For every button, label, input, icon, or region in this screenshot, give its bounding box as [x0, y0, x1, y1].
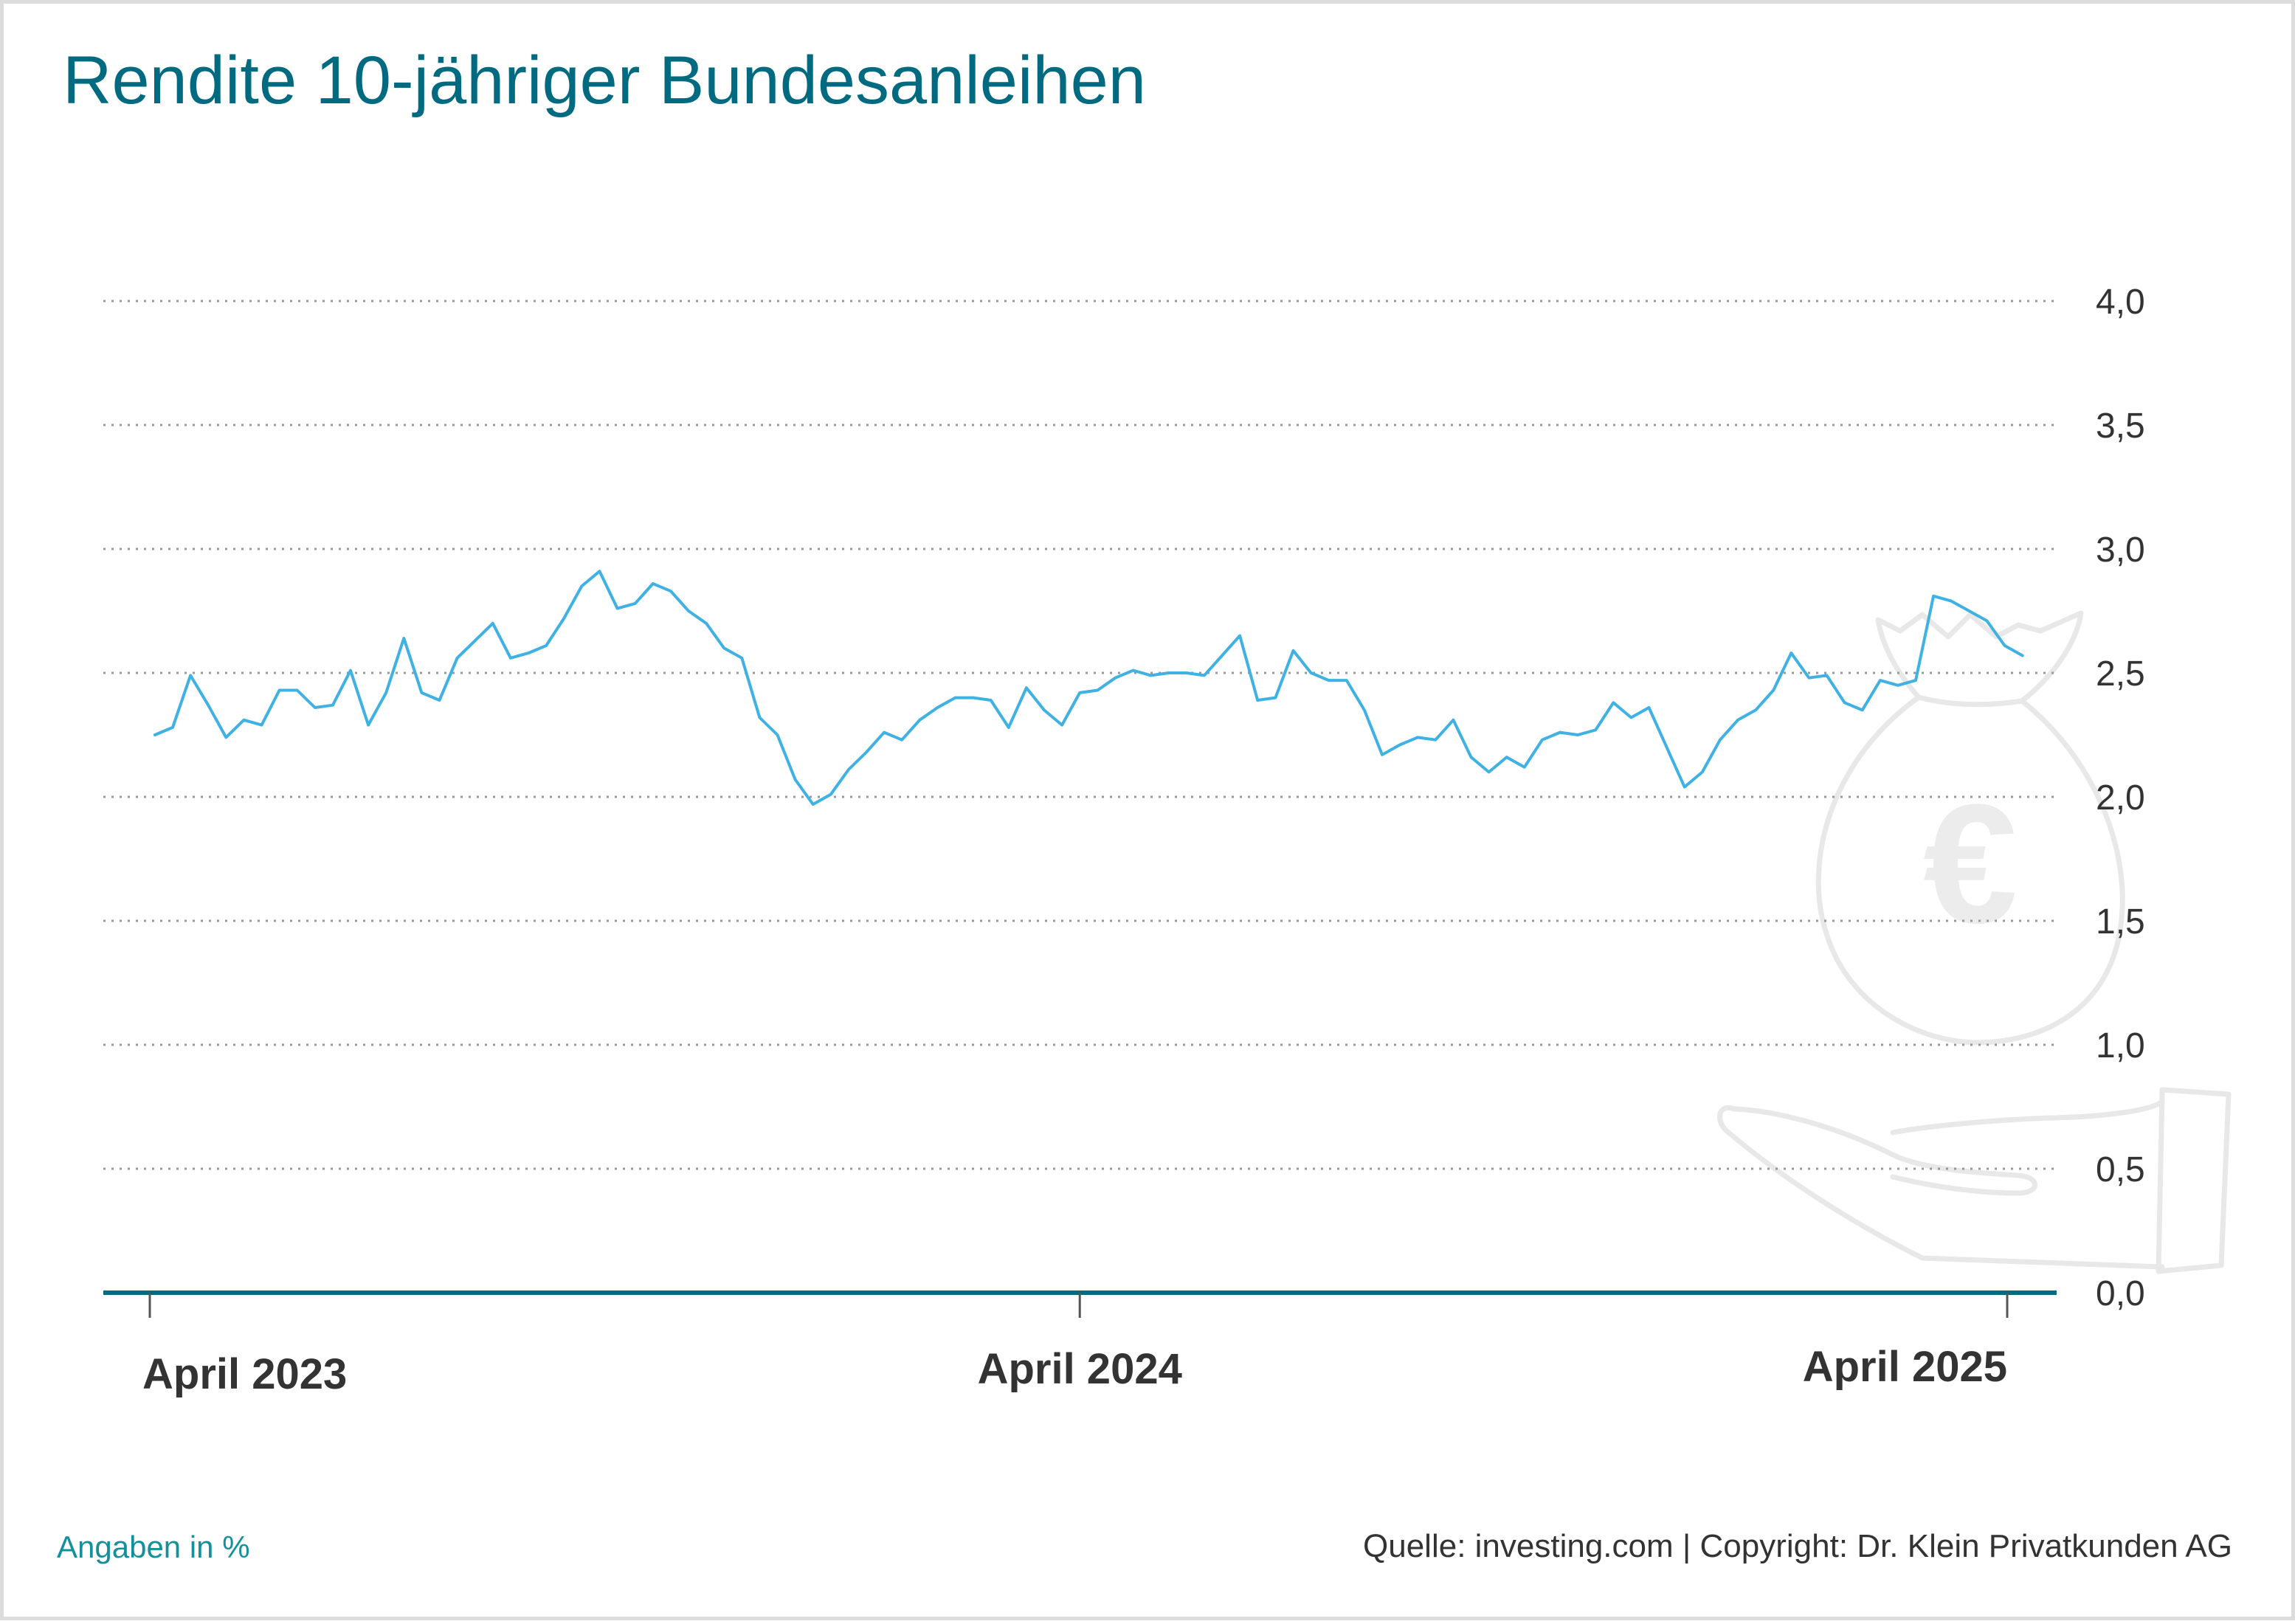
- euro-money-bag-in-hand-icon: [1717, 610, 2232, 1274]
- x-axis-ticks: [148, 1293, 2009, 1318]
- y-tick-label: 1,5: [2096, 902, 2145, 941]
- euro-sign-icon: €: [1923, 769, 2018, 958]
- x-tick-label: April 2025: [1803, 1343, 2007, 1391]
- grid-lines: [103, 300, 2057, 1170]
- chart-title: Rendite 10-jähriger Bundesanleihen: [63, 43, 1146, 118]
- source-credit: Quelle: investing.com | Copyright: Dr. K…: [1363, 1528, 2232, 1564]
- x-tick-label: April 2023: [142, 1350, 347, 1398]
- y-tick-label: 2,0: [2096, 778, 2145, 818]
- unit-footnote: Angaben in %: [57, 1530, 250, 1564]
- series-line: [153, 570, 2024, 806]
- line-chart: € 0,0 0,5 1,0 1,5 2,0 2,5 3,0 3,5 4,0 April 2023…: [103, 283, 2232, 1398]
- y-tick-label: 0,0: [2096, 1274, 2145, 1313]
- x-tick-label: April 2024: [978, 1345, 1182, 1393]
- y-tick-label: 3,0: [2096, 531, 2145, 570]
- y-tick-label: 0,5: [2096, 1150, 2145, 1189]
- y-tick-label: 1,0: [2096, 1026, 2145, 1065]
- y-tick-label: 2,5: [2096, 654, 2145, 694]
- series-layer: [153, 570, 2024, 806]
- y-tick-label: 4,0: [2096, 283, 2145, 322]
- y-tick-label: 3,5: [2096, 407, 2145, 446]
- y-axis-labels: 0,0 0,5 1,0 1,5 2,0 2,5 3,0 3,5 4,0: [2096, 283, 2145, 1313]
- x-axis-labels: April 2023 April 2024 April 2025: [142, 1343, 2007, 1398]
